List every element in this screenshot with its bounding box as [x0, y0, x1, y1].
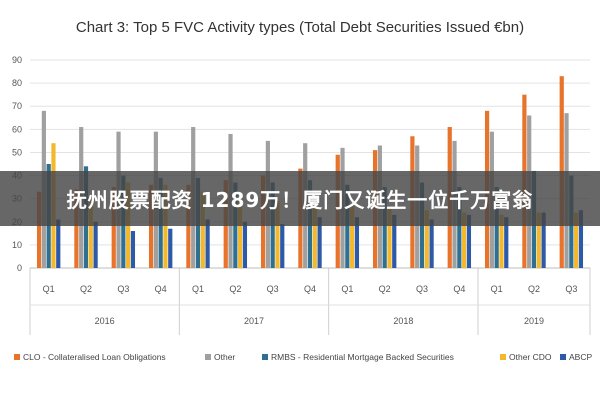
y-tick-label: 0 [17, 263, 22, 273]
y-tick-label: 50 [12, 147, 22, 157]
bar [541, 212, 546, 268]
y-tick-label: 70 [12, 101, 22, 111]
bar [345, 184, 350, 268]
legend-swatch [14, 354, 20, 360]
x-tick-label: Q4 [304, 284, 316, 294]
y-tick-label: 10 [12, 240, 22, 250]
bar [312, 203, 317, 268]
x-tick-label: Q1 [43, 284, 55, 294]
legend-swatch [560, 354, 566, 360]
x-tick-label: Q2 [229, 284, 241, 294]
bar [242, 221, 248, 268]
x-tick-label: Q3 [117, 284, 129, 294]
bar [88, 198, 93, 268]
bar [93, 221, 98, 268]
x-tick-label: Q2 [379, 284, 391, 294]
y-tick-label: 90 [12, 55, 22, 65]
x-tick-label: Q1 [341, 284, 353, 294]
bar [56, 219, 61, 268]
overlay-banner: 抚州股票配资 1289万！厦门又诞生一位千万富翁 [0, 171, 600, 226]
x-tick-label: Q4 [155, 284, 167, 294]
bar [275, 200, 280, 268]
bar [350, 205, 355, 268]
bar [111, 187, 116, 268]
legend-swatch [262, 354, 268, 360]
bar [148, 184, 154, 268]
legend-label: CLO - Collateralised Loan Obligations [23, 352, 166, 362]
legend-swatch [500, 354, 506, 360]
x-tick-label: Q3 [416, 284, 428, 294]
x-group-label: 2016 [95, 316, 115, 326]
x-tick-label: Q2 [80, 284, 92, 294]
bar [574, 212, 579, 268]
bar [74, 189, 79, 268]
bar [317, 217, 322, 268]
y-tick-label: 60 [12, 124, 22, 134]
x-group-label: 2019 [524, 316, 544, 326]
bar [238, 198, 243, 268]
legend-label: ABCP [569, 352, 592, 362]
bar [36, 191, 42, 268]
bar [280, 224, 285, 268]
x-tick-label: Q1 [192, 284, 204, 294]
x-tick-label: Q4 [453, 284, 465, 294]
bar [392, 214, 397, 268]
x-axis: Q1 Q2 Q3 Q4 Q1 Q2 Q3 Q4 Q1 Q2 Q3 Q4 Q1 Q2 Q3 2016 2017 20… [29, 268, 591, 335]
bar [466, 214, 472, 268]
bar [382, 187, 387, 268]
x-tick-label: Q1 [491, 284, 503, 294]
legend-label: RMBS - Residential Mortgage Backed Secur… [271, 352, 454, 362]
bar [186, 184, 191, 268]
bar [205, 219, 210, 268]
bar [499, 214, 504, 268]
x-group-label: 2018 [393, 316, 413, 326]
bar [536, 212, 541, 268]
chart-title: Chart 3: Top 5 FVC Activity types (Total… [76, 19, 524, 36]
x-tick-label: Q3 [267, 284, 279, 294]
bar [578, 210, 584, 268]
bar [354, 217, 360, 268]
y-tick-label: 80 [12, 78, 22, 88]
y-axis-ticks: 0102030405060708090 [12, 55, 22, 273]
bar [494, 187, 499, 268]
bar [168, 228, 173, 268]
legend-label: Other [214, 352, 235, 362]
legend-label: Other CDO [509, 352, 552, 362]
x-tick-label: Q2 [528, 284, 540, 294]
bar [424, 210, 429, 268]
legend: CLO - Collateralised Loan Obligations Oth… [14, 352, 592, 362]
bar [462, 212, 467, 268]
bar [504, 217, 509, 268]
bar [429, 219, 434, 268]
bar [163, 184, 168, 268]
bar [457, 187, 462, 268]
overlay-text: 抚州股票配资 1289万！厦门又诞生一位千万富翁 [66, 188, 534, 212]
x-group-label: 2017 [244, 316, 264, 326]
x-tick-label: Q3 [565, 284, 577, 294]
bar [200, 191, 205, 268]
legend-swatch [205, 354, 211, 360]
bar [387, 207, 392, 268]
bar [130, 231, 136, 268]
